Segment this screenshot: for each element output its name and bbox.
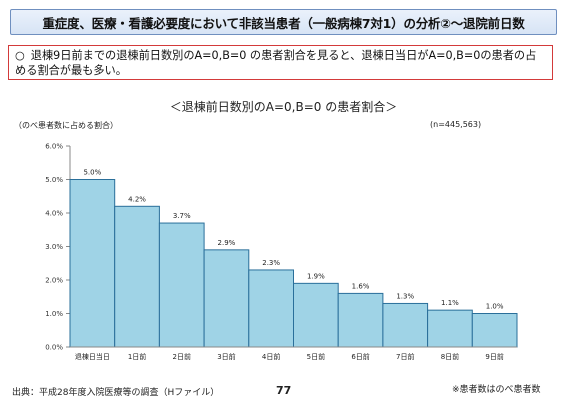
data-label: 3.7%: [173, 212, 191, 220]
y-tick-label: 2.0%: [45, 277, 63, 285]
data-label: 2.9%: [218, 239, 236, 247]
x-tick-label: 4日前: [262, 352, 280, 361]
y-tick-label: 1.0%: [45, 310, 63, 318]
x-tick-label: 7日前: [396, 352, 414, 361]
data-label: 1.1%: [441, 299, 459, 307]
bar: [158, 222, 205, 348]
bar: [337, 292, 384, 348]
data-label: 2.3%: [262, 259, 280, 267]
bar: [248, 269, 295, 348]
bar: [471, 313, 518, 348]
bar: [427, 309, 473, 348]
x-tick-label: 1日前: [128, 352, 146, 361]
x-tick-label: 6日前: [351, 352, 369, 361]
summary-note-box: ○ 退棟9日前までの退棟前日数別のA=0,B=0 の患者割合を見ると、退棟日当日が…: [8, 45, 553, 80]
bar: [114, 205, 160, 348]
chart-title: ＜退棟前日数別のA=0,B=0 の患者割合＞: [169, 100, 398, 114]
data-label: 1.3%: [396, 292, 414, 300]
x-tick-label: 5日前: [307, 352, 325, 361]
y-tick-label: 6.0%: [45, 143, 63, 151]
data-label: 1.0%: [486, 303, 504, 311]
y-axis-label: （のべ患者数に占める割合）: [14, 121, 118, 130]
x-tick-label: 9日前: [485, 352, 503, 361]
x-tick-label: 退棟日当日: [75, 352, 110, 361]
data-label: 1.6%: [352, 282, 370, 290]
note-bullet: ○: [15, 49, 25, 62]
sample-size-label: (n=445,563): [430, 120, 482, 129]
footnote: ※患者数はのべ患者数: [452, 385, 541, 395]
data-label: 1.9%: [307, 272, 325, 280]
bar: [293, 282, 339, 348]
y-tick-label: 0.0%: [45, 344, 63, 352]
y-tick-label: 4.0%: [45, 210, 63, 218]
bar: [69, 179, 116, 348]
slide-title: 重症度、医療・看護必要度において非該当患者（一般病棟7対1）の分析②～退院前日数: [10, 9, 557, 35]
x-tick-label: 2日前: [173, 352, 191, 361]
bar: [382, 302, 429, 348]
y-tick-label: 3.0%: [45, 243, 63, 251]
note-text: 退棟9日前までの退棟前日数別のA=0,B=0 の患者割合を見ると、退棟日当日がA…: [15, 49, 537, 77]
data-label: 5.0%: [83, 169, 101, 177]
x-tick-label: 8日前: [441, 352, 459, 361]
bar: [203, 249, 250, 348]
data-label: 4.2%: [128, 195, 146, 203]
y-tick-label: 5.0%: [45, 176, 63, 184]
source-citation: 出典：平成28年度入院医療等の調査（Hファイル）: [12, 388, 220, 398]
page-number: 77: [276, 384, 292, 397]
x-tick-label: 3日前: [217, 352, 235, 361]
